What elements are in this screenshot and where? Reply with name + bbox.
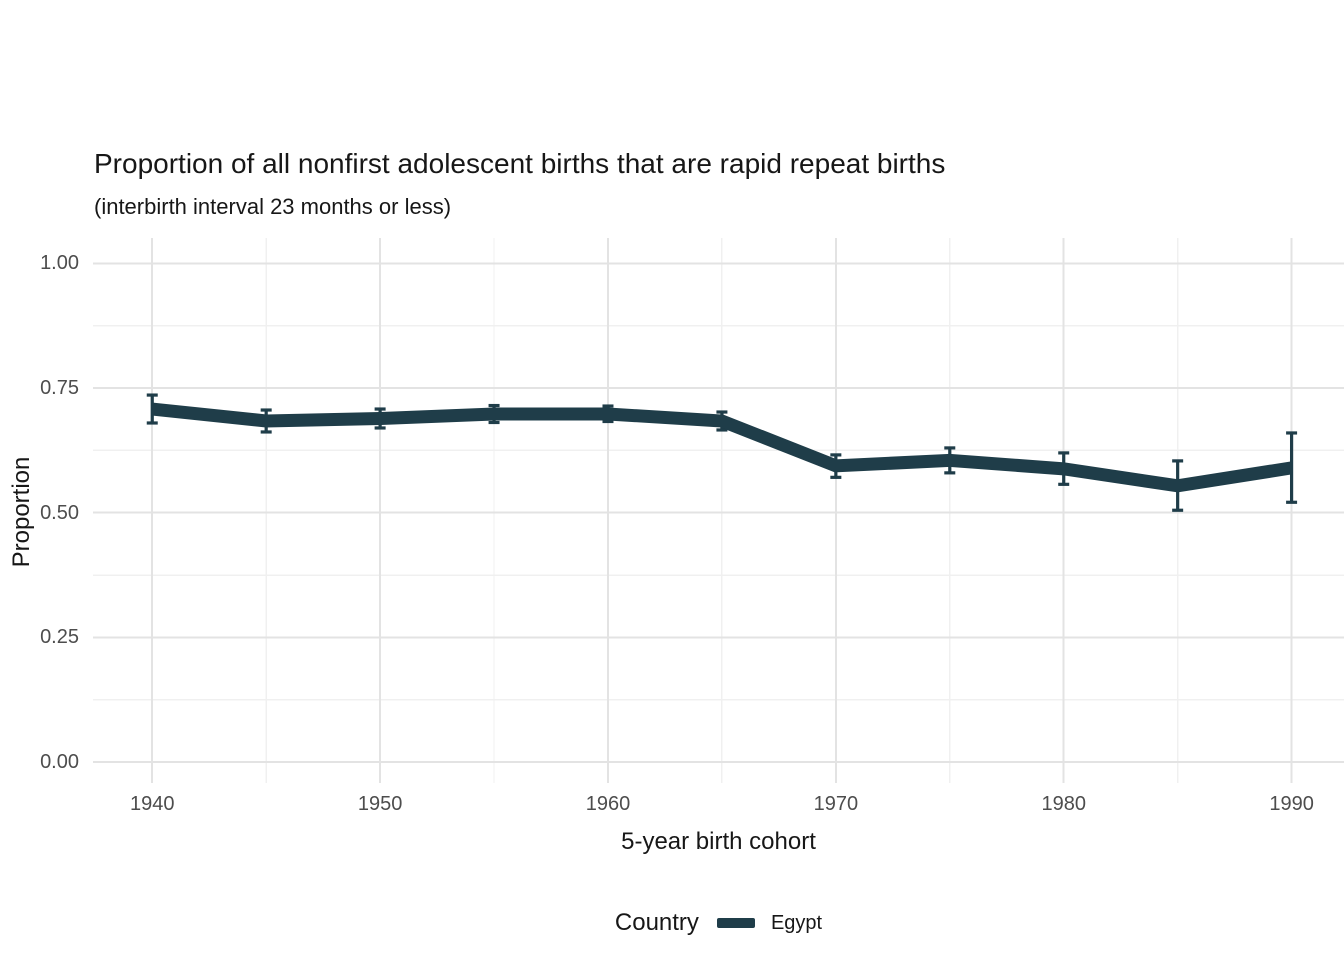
- egypt-trend-line: [151, 402, 1293, 493]
- chart-title: Proportion of all nonfirst adolescent bi…: [94, 148, 946, 179]
- y-tick-label: 0.75: [40, 377, 79, 400]
- x-axis-title: 5-year birth cohort: [621, 828, 816, 855]
- x-tick-label: 1980: [1041, 793, 1086, 815]
- legend: Country Egypt: [93, 903, 1344, 943]
- x-tick-label: 1960: [585, 793, 631, 815]
- x-tick-label: 1950: [357, 793, 403, 815]
- x-tick-label: 1990: [1269, 793, 1314, 815]
- y-tick-label: 0.50: [40, 501, 79, 524]
- x-tick-label: 1940: [129, 793, 175, 815]
- legend-title: Country: [614, 909, 699, 936]
- chart-subtitle: (interbirth interval 23 months or less): [94, 194, 452, 219]
- y-tick-label: 1.00: [40, 252, 79, 275]
- plot-panel: [93, 238, 1344, 783]
- legend-swatch-egypt: [716, 918, 755, 928]
- x-tick-label: 1970: [813, 793, 859, 815]
- y-tick-label: 0.25: [40, 626, 79, 649]
- legend-label-egypt: Egypt: [770, 911, 823, 934]
- y-tick-label: 0.00: [40, 751, 79, 774]
